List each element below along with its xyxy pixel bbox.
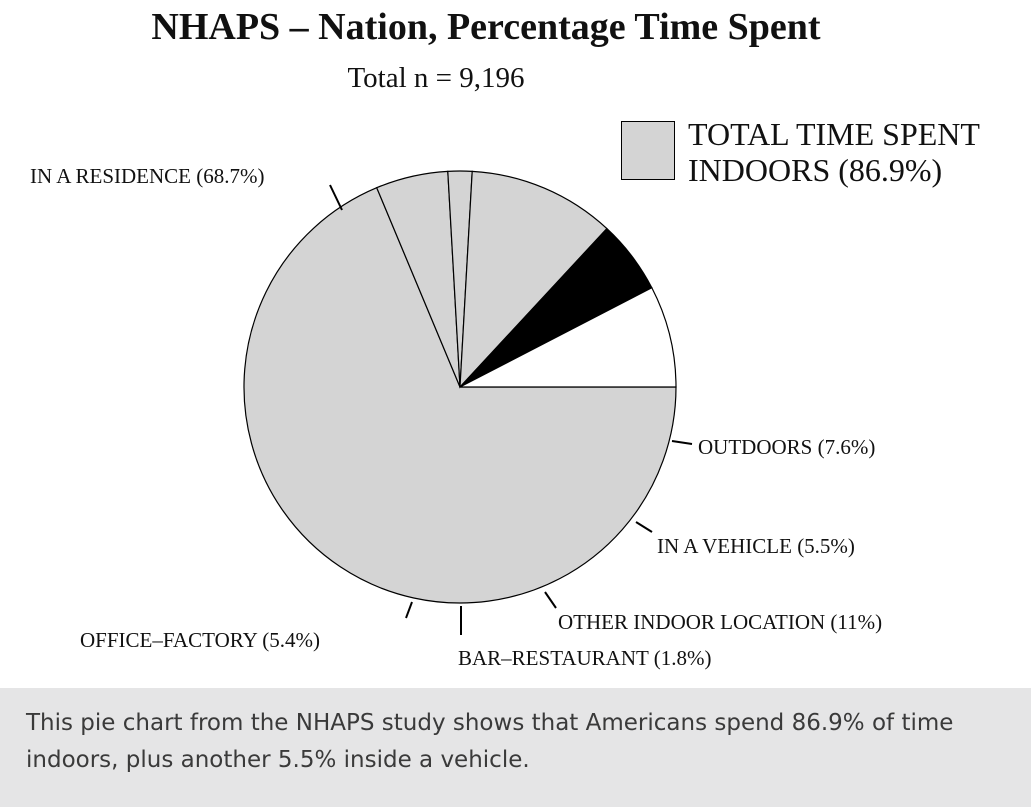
- pie-slice-in-a-residence: [243, 186, 677, 604]
- slice-label-office-factory: OFFICE–FACTORY (5.4%): [80, 628, 320, 652]
- slice-label-other-indoor-location: OTHER INDOOR LOCATION (11%): [558, 610, 882, 634]
- legend-label: TOTAL TIME SPENT INDOORS (86.9%): [688, 116, 980, 188]
- slice-label-bar-restaurant: BAR–RESTAURANT (1.8%): [458, 646, 711, 670]
- leader-line-office-factory: [405, 601, 413, 619]
- slice-label-in-a-residence: IN A RESIDENCE (68.7%): [30, 164, 265, 188]
- pie-slice-outdoors: [459, 286, 677, 388]
- legend-swatch: [621, 121, 675, 180]
- chart-subtitle: Total n = 9,196: [347, 62, 525, 94]
- slice-label-outdoors: OUTDOORS (7.6%): [698, 435, 875, 459]
- caption-text: This pie chart from the NHAPS study show…: [26, 710, 954, 773]
- leader-line-in-a-residence: [329, 184, 343, 211]
- slice-label-in-a-vehicle: IN A VEHICLE (5.5%): [657, 534, 855, 558]
- leader-line-outdoors: [671, 440, 693, 445]
- caption-bar: This pie chart from the NHAPS study show…: [0, 688, 1031, 807]
- pie-chart: IN A RESIDENCE (68.7%) OFFICE–FACTORY (5.…: [30, 164, 882, 670]
- pie-chart-figure: NHAPS – Nation, Percentage Time Spent To…: [30, 6, 980, 670]
- leader-line-in-a-vehicle: [635, 521, 653, 533]
- pie-slice-other-indoor-location: [459, 170, 608, 389]
- chart-title: NHAPS – Nation, Percentage Time Spent: [151, 6, 821, 48]
- leader-line-other-indoor-location: [544, 591, 557, 609]
